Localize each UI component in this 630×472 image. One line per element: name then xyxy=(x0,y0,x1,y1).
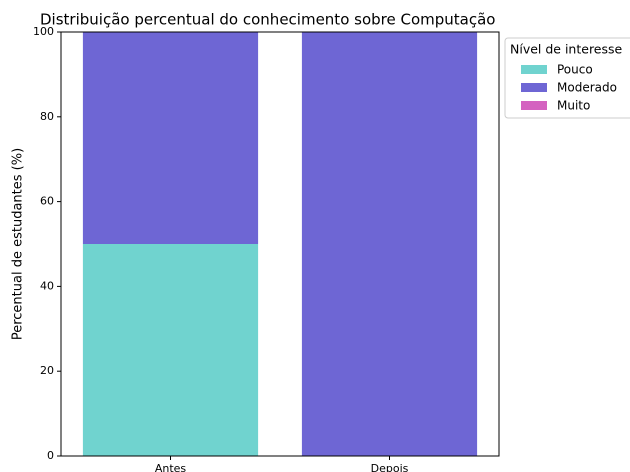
y-tick-label: 80 xyxy=(40,110,54,123)
y-tick-label: 40 xyxy=(40,279,54,292)
bar-segment xyxy=(82,32,259,244)
legend-swatch xyxy=(521,83,547,92)
y-tick-label: 100 xyxy=(33,25,54,38)
legend-label: Pouco xyxy=(557,63,593,77)
bar-segment xyxy=(301,32,478,456)
y-tick-label: 20 xyxy=(40,364,54,377)
legend-swatch xyxy=(521,65,547,74)
legend-box xyxy=(504,37,630,119)
legend-label: Muito xyxy=(557,99,590,113)
y-tick-label: 0 xyxy=(47,449,54,462)
y-axis-label: Percentual de estudantes (%) xyxy=(11,148,26,340)
y-tick-label: 60 xyxy=(40,195,54,208)
x-tick-label: Antes xyxy=(155,462,187,472)
legend-title: Nível de interesse xyxy=(510,42,623,57)
axes-frame xyxy=(60,31,500,457)
bar-segment xyxy=(82,244,259,456)
chart-title: Distribuição percentual do conhecimento … xyxy=(40,11,495,29)
x-tick-label: Depois xyxy=(371,462,409,472)
legend-label: Moderado xyxy=(557,81,617,95)
legend-swatch xyxy=(521,101,547,110)
